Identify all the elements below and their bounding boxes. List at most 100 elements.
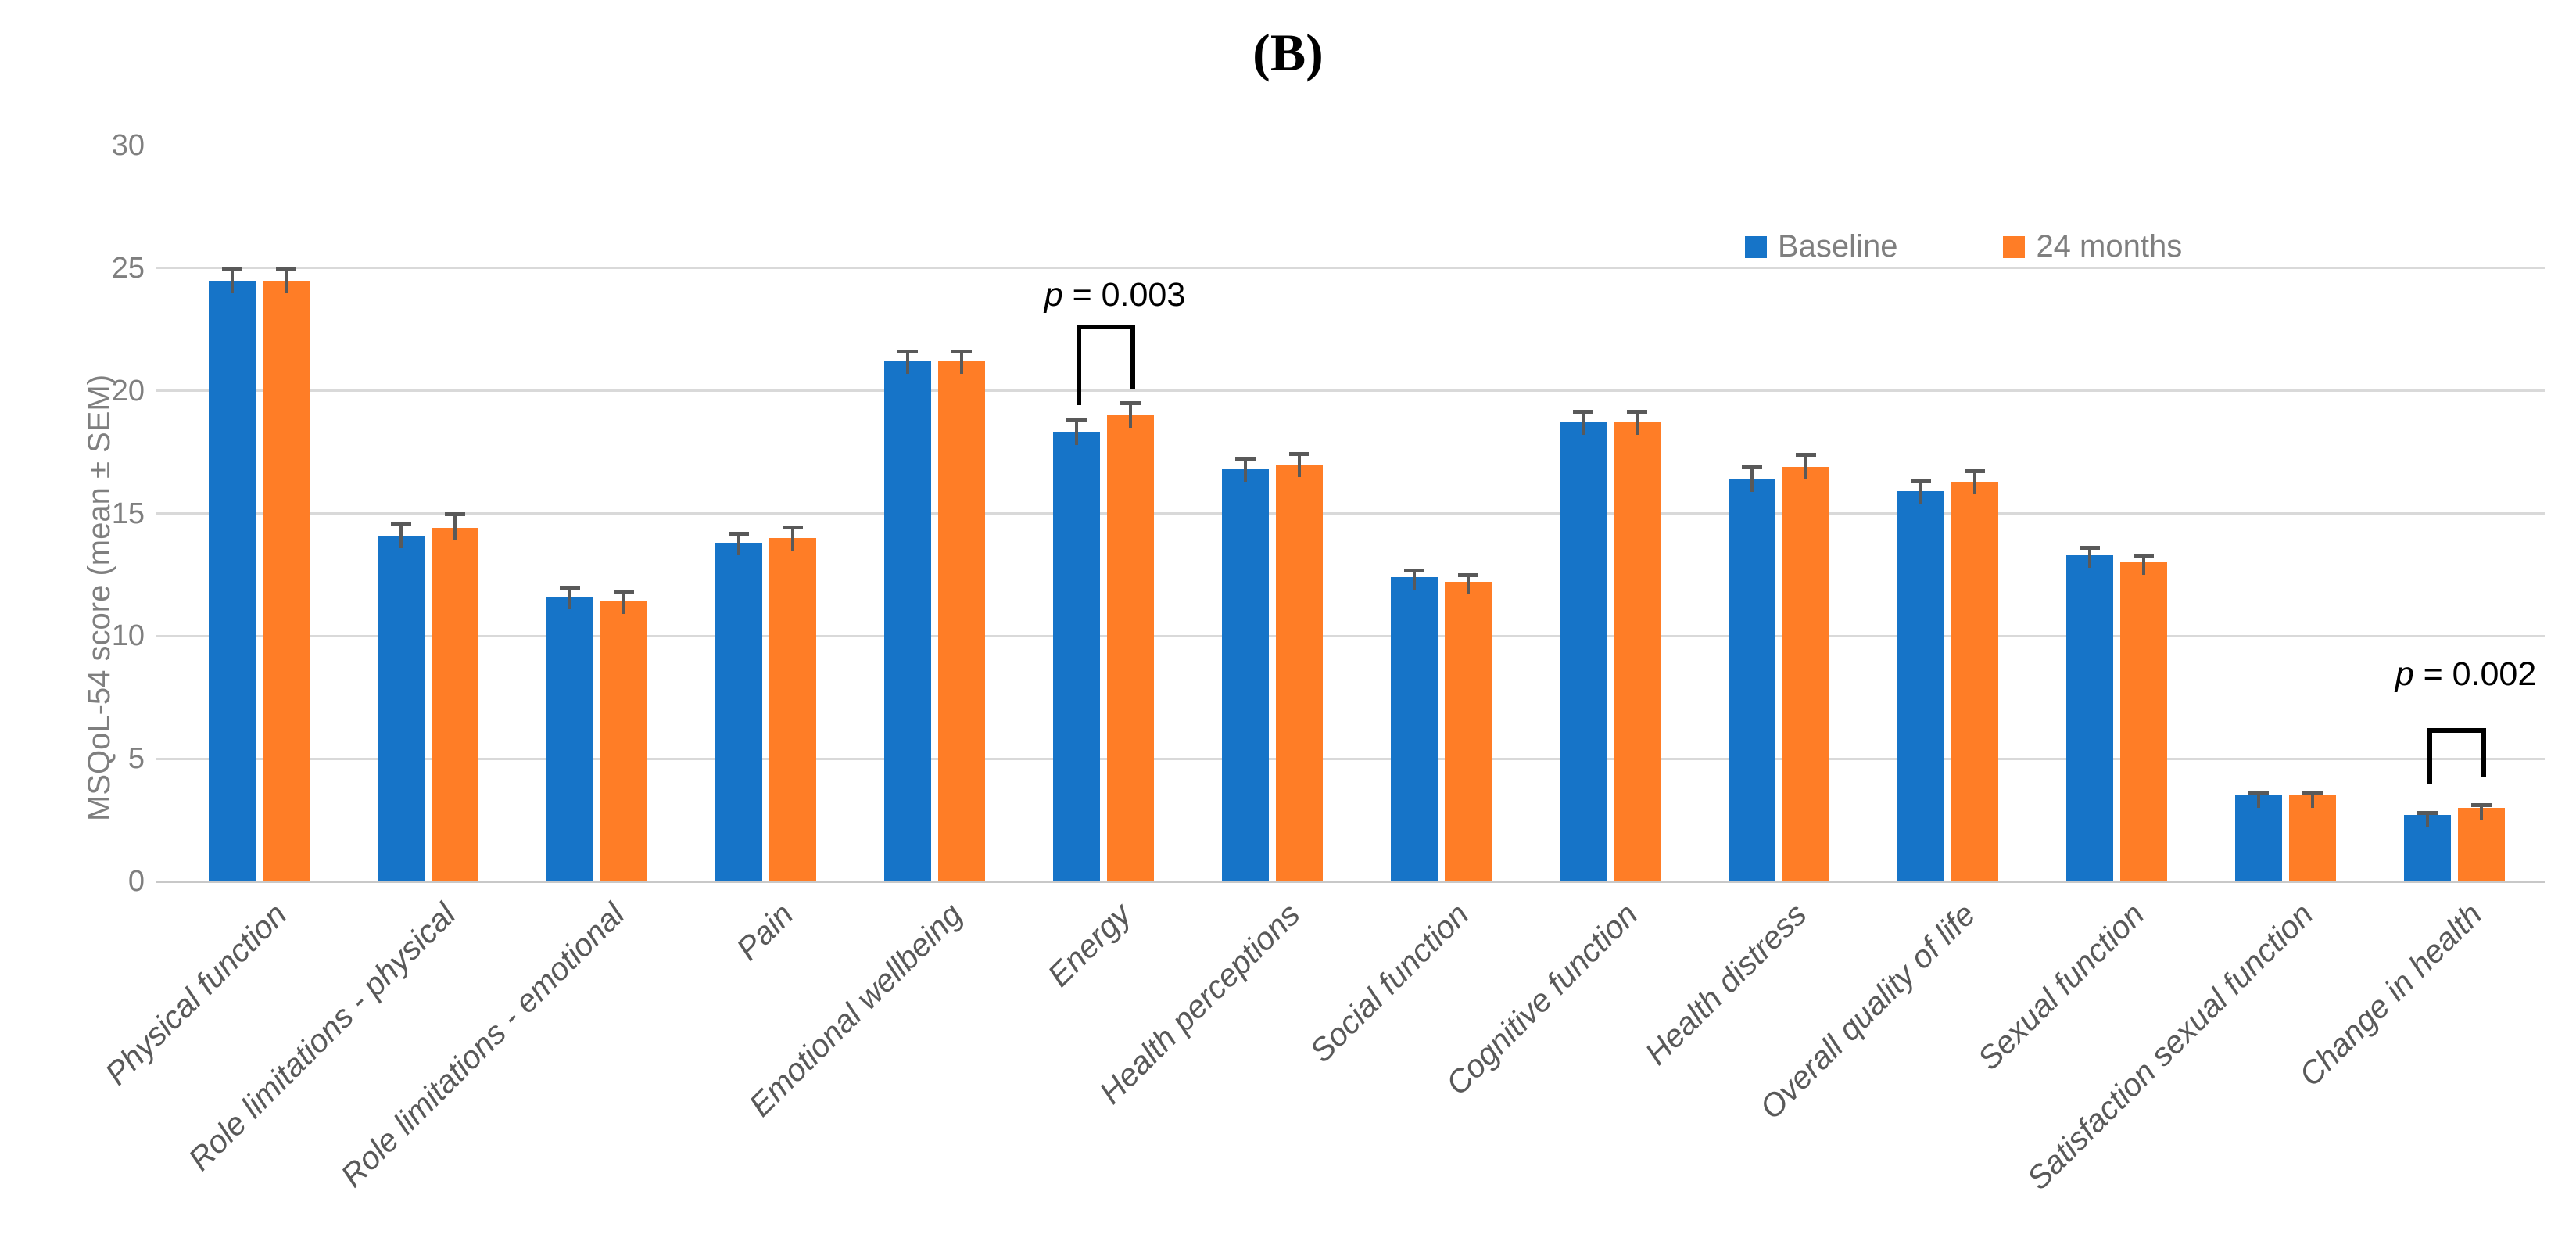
error-bar-stem — [1804, 454, 1807, 479]
error-bar-cap — [2302, 790, 2323, 795]
y-tick-label-10: 10 — [111, 619, 145, 653]
error-bar-cap — [2133, 553, 2154, 558]
significance-bracket — [2427, 727, 2486, 733]
error-bar-stem — [1750, 466, 1754, 492]
error-bar-cap — [275, 266, 296, 271]
error-bar-cap — [1626, 410, 1647, 414]
error-bar-cap — [897, 350, 918, 354]
error-bar-stem — [2256, 791, 2260, 809]
bar-baseline-2 — [546, 597, 593, 881]
legend-label-baseline: Baseline — [1778, 229, 1898, 264]
error-bar-stem — [1243, 458, 1247, 483]
error-bar-stem — [1412, 569, 1416, 590]
category-label: Satisfaction sexual function — [2019, 896, 2320, 1197]
bar-baseline-5 — [1052, 432, 1100, 881]
error-bar-cap — [1120, 401, 1141, 406]
gridline-5 — [156, 757, 2545, 760]
bar-24months-8 — [1613, 422, 1661, 881]
category-label: Social function — [1302, 896, 1476, 1070]
error-bar-cap — [728, 531, 749, 536]
x-axis-line — [156, 880, 2545, 883]
category-label: Health distress — [1638, 896, 1814, 1072]
category-label: Overall quality of life — [1752, 896, 1983, 1126]
error-bar-stem — [2310, 791, 2314, 809]
significance-bracket — [1076, 324, 1135, 329]
legend-item-baseline: Baseline — [1745, 229, 1897, 264]
p-value-label-0: p = 0.003 — [1044, 276, 1186, 314]
bar-baseline-11 — [2065, 554, 2113, 881]
error-bar-stem — [284, 267, 288, 293]
error-bar-stem — [568, 587, 571, 610]
error-bar-cap — [2470, 803, 2492, 808]
bar-baseline-6 — [1221, 469, 1269, 881]
legend: Baseline 24 months — [1745, 229, 2182, 264]
error-bar-cap — [1572, 410, 1593, 414]
gridline-15 — [156, 512, 2545, 515]
p-value-label-1: p = 0.002 — [2395, 655, 2537, 693]
bar-24months-7 — [1444, 582, 1492, 881]
bar-24months-4 — [937, 361, 985, 881]
error-bar-stem — [2425, 813, 2429, 828]
y-tick-label-30: 30 — [111, 129, 145, 162]
error-bar-stem — [736, 533, 740, 556]
y-tick-label-5: 5 — [127, 742, 145, 776]
category-label: Pain — [729, 896, 801, 967]
error-bar-cap — [1910, 479, 1931, 483]
error-bar-cap — [390, 522, 411, 526]
baseline-series-swatch — [1745, 235, 1767, 258]
error-bar-cap — [221, 266, 242, 271]
gridline-10 — [156, 634, 2545, 637]
error-bar-stem — [790, 526, 794, 551]
error-bar-stem — [399, 523, 403, 548]
error-bar-stem — [622, 591, 625, 615]
error-bar-stem — [1297, 453, 1301, 477]
category-label: Role limitations - emotional — [333, 896, 632, 1194]
error-bar-cap — [1288, 451, 1309, 456]
error-bar-stem — [1581, 411, 1585, 436]
category-label: Change in health — [2291, 896, 2489, 1093]
category-label: Health perceptions — [1092, 896, 1307, 1111]
category-label: Energy — [1041, 896, 1138, 994]
gridline-25 — [156, 267, 2545, 270]
category-label: Emotional wellbeing — [742, 896, 969, 1124]
bar-24months-5 — [1106, 415, 1154, 881]
significance-bracket-right-arm — [2481, 727, 2486, 777]
error-bar-stem — [230, 267, 234, 293]
significance-bracket-left-arm — [2427, 727, 2432, 784]
error-bar-stem — [1074, 420, 1078, 445]
bar-24months-12 — [2288, 795, 2336, 881]
bar-24months-6 — [1275, 464, 1323, 881]
category-label: Sexual function — [1970, 896, 2151, 1077]
error-bar-cap — [2248, 790, 2269, 795]
y-tick-label-20: 20 — [111, 374, 145, 407]
error-bar-cap — [2079, 546, 2100, 551]
category-label: Cognitive function — [1438, 896, 1645, 1102]
bar-baseline-7 — [1390, 577, 1438, 881]
significance-bracket-left-arm — [1076, 324, 1081, 406]
bar-baseline-1 — [377, 535, 425, 881]
error-bar-cap — [1964, 468, 1985, 473]
category-label: Role limitations - physical — [181, 896, 463, 1178]
bar-24months-11 — [2119, 562, 2167, 881]
bar-24months-0 — [262, 280, 310, 881]
error-bar-stem — [2087, 547, 2091, 568]
error-bar-cap — [559, 585, 580, 590]
bar-baseline-4 — [883, 361, 931, 881]
bar-24months-1 — [431, 528, 478, 881]
error-bar-stem — [1919, 480, 1922, 504]
bar-baseline-10 — [1897, 491, 1944, 881]
error-bar-stem — [1128, 403, 1132, 429]
error-bar-cap — [1795, 453, 1816, 458]
bar-24months-3 — [769, 537, 816, 881]
chart-title: (B) — [1252, 23, 1324, 82]
bar-baseline-0 — [208, 280, 256, 881]
error-bar-cap — [2417, 811, 2438, 816]
y-tick-label-15: 15 — [111, 497, 145, 530]
significance-bracket-right-arm — [1130, 324, 1135, 389]
error-bar-cap — [444, 511, 465, 516]
bar-24months-9 — [1782, 466, 1829, 881]
bar-24months-10 — [1951, 481, 1998, 881]
error-bar-stem — [905, 351, 909, 374]
months-24-series-swatch — [2003, 235, 2026, 258]
